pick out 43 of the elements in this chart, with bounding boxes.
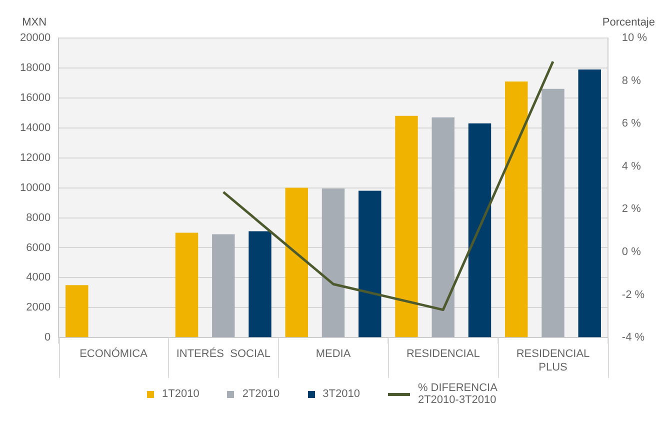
x-tick-label: RESIDENCIAL PLUS: [516, 348, 590, 374]
bar: [432, 117, 454, 338]
y2-tick-label: 2 %: [622, 203, 642, 216]
legend-label: 2T2010: [242, 388, 280, 400]
legend-label: 1T2010: [162, 388, 200, 400]
x-tick-label: MEDIA: [316, 348, 352, 360]
bar: [322, 188, 345, 338]
bar: [175, 232, 198, 338]
y-tick-label: 8000: [26, 212, 51, 224]
bar: [505, 81, 528, 338]
bar: [248, 231, 272, 338]
bar: [468, 123, 492, 338]
x-tick-label: ECONÓMICA: [80, 347, 148, 360]
y-tick-label: 0: [44, 332, 51, 344]
bar: [285, 188, 308, 338]
y-tick-label: 20000: [20, 32, 51, 44]
y-tick-label: 10000: [20, 182, 51, 194]
y-tick-label: 16000: [20, 92, 51, 104]
y2-tick-label: 10 %: [622, 32, 648, 44]
legend-label: % DIFERENCIA 2T2010-3T2010: [418, 382, 498, 406]
bar: [358, 190, 382, 338]
bar: [66, 285, 88, 338]
y-axis-title: MXN: [22, 16, 47, 29]
x-tick-label: RESIDENCIAL: [406, 348, 480, 360]
x-tick-label: INTERÉS SOCIAL: [176, 347, 270, 360]
y-tick-label: 4000: [26, 272, 51, 284]
y-tick-label: 12000: [20, 152, 51, 164]
y-tick-label: 6000: [26, 242, 51, 254]
y-tick-label: 14000: [20, 122, 51, 134]
y2-tick-label: -2 %: [622, 288, 645, 301]
bar: [212, 234, 235, 338]
bar: [542, 88, 564, 338]
y2-tick-label: 8 %: [622, 74, 642, 87]
y-tick-label: 2000: [26, 302, 51, 314]
y2-tick-label: 0 %: [622, 246, 642, 258]
bar: [578, 69, 601, 338]
y2-axis-title: Porcentaje: [602, 16, 655, 29]
y2-tick-label: 6 %: [622, 118, 642, 130]
y2-tick-label: 4 %: [622, 160, 642, 172]
y2-tick-label: -4 %: [622, 332, 645, 344]
y-tick-label: 18000: [20, 62, 51, 74]
legend-label: 3T2010: [322, 388, 360, 400]
bar: [395, 116, 418, 338]
